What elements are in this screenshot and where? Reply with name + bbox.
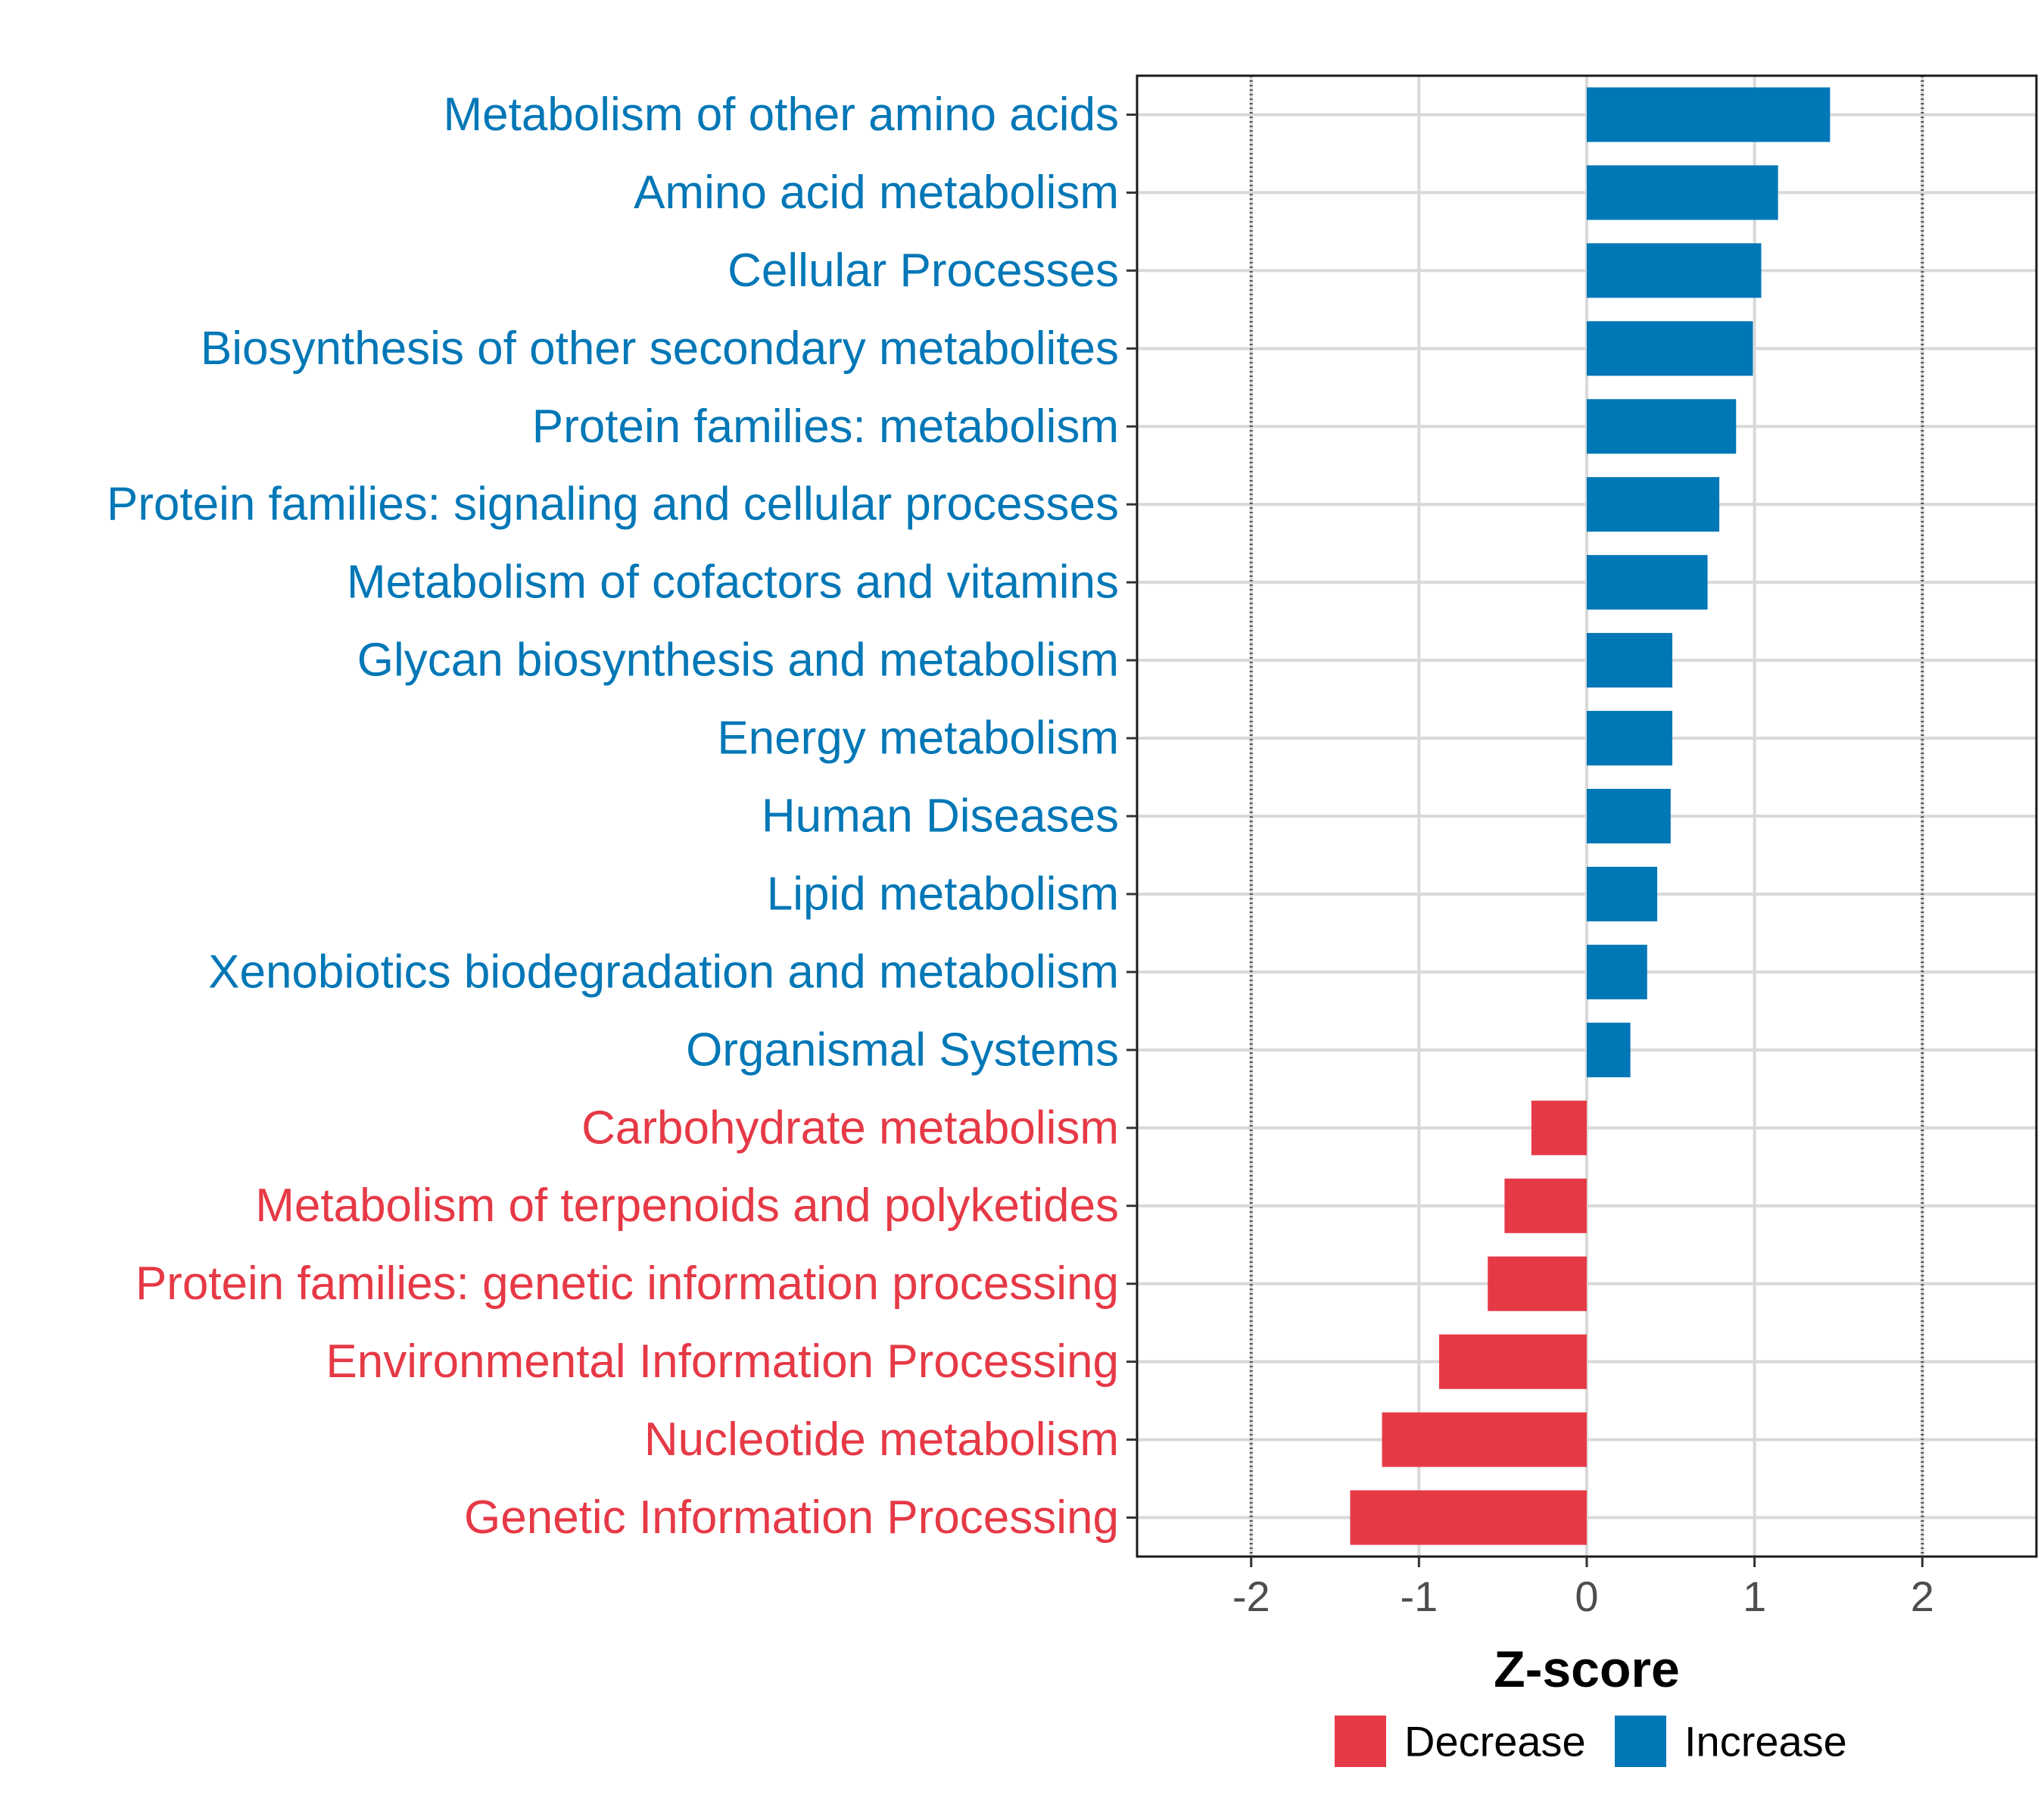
y-tick-label: Amino acid metabolism [634,167,1119,219]
y-tick-label: Energy metabolism [717,712,1119,765]
bar [1382,1412,1587,1467]
bar [1587,555,1708,610]
x-axis-title: Z-score [1494,1641,1680,1698]
y-tick-label: Nucleotide metabolism [644,1413,1119,1466]
y-tick-label: Metabolism of terpenoids and polyketides [255,1180,1119,1232]
y-tick-label: Metabolism of cofactors and vitamins [347,556,1119,609]
y-tick-label: Genetic Information Processing [464,1491,1119,1544]
y-tick-label: Environmental Information Processing [326,1335,1119,1388]
y-tick-label: Protein families: genetic information pr… [136,1258,1119,1310]
y-tick-label: Carbohydrate metabolism [581,1102,1119,1154]
bar [1350,1490,1587,1545]
y-tick-label: Metabolism of other amino acids [443,89,1119,141]
legend-label: Increase [1684,1718,1847,1766]
bar [1587,866,1658,921]
bar [1587,633,1673,688]
bar [1587,477,1720,532]
bar [1587,1022,1631,1077]
y-tick-label: Glycan biosynthesis and metabolism [357,634,1119,687]
legend-swatch [1335,1716,1386,1767]
y-tick-label: Organismal Systems [686,1024,1119,1076]
bar [1587,87,1831,142]
bar [1438,1334,1587,1389]
bar [1587,399,1737,454]
x-axis-ticks: -2 -1 0 1 2 [1232,1557,1934,1620]
x-tick-label: -2 [1232,1572,1270,1620]
x-tick-label: 1 [1743,1572,1766,1620]
x-tick-label: 0 [1575,1572,1598,1620]
y-tick-label: Xenobiotics biodegradation and metabolis… [208,946,1119,998]
y-axis-ticks [1126,113,1137,1519]
bar [1587,243,1762,298]
bar [1488,1256,1587,1311]
y-tick-label: Biosynthesis of other secondary metaboli… [201,323,1119,375]
bar [1531,1100,1587,1155]
y-tick-label: Human Diseases [762,790,1119,843]
bar [1504,1178,1587,1233]
x-tick-label: -1 [1400,1572,1438,1620]
bar [1587,711,1673,766]
y-tick-label: Cellular Processes [728,245,1119,297]
bar [1587,944,1647,999]
y-axis-labels: Metabolism of other amino acids Amino aci… [107,89,1119,1544]
legend-swatch [1615,1716,1666,1767]
reference-lines [1249,76,1924,1557]
y-tick-label: Protein families: metabolism [532,400,1119,453]
legend-label: Decrease [1404,1718,1586,1766]
bar [1587,788,1671,844]
legend: Decrease Increase [1335,1716,1847,1767]
bar [1587,165,1778,220]
y-tick-label: Protein families: signaling and cellular… [107,478,1119,531]
x-tick-label: 2 [1911,1572,1934,1620]
bar [1587,321,1753,376]
y-tick-label: Lipid metabolism [767,868,1119,920]
bars [1350,87,1831,1545]
